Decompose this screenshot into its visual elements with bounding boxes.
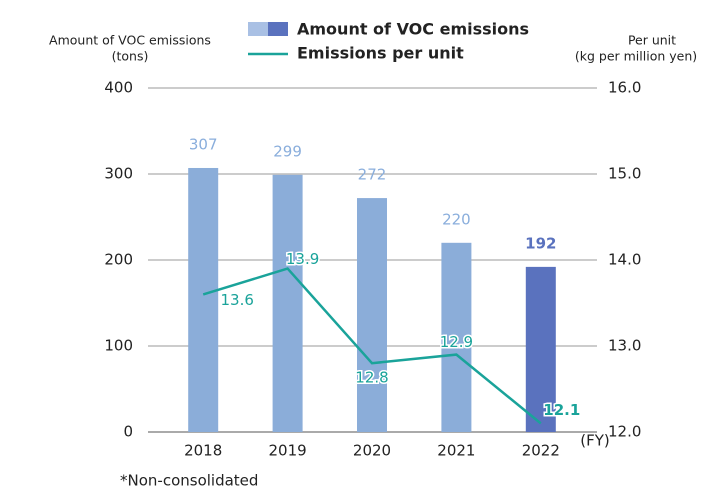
x-tick-label: 2019 (269, 442, 307, 460)
x-tick-label: 2021 (437, 442, 475, 460)
x-tick-label: 2022 (522, 442, 560, 460)
y2-tick-label: 14.0 (608, 251, 641, 269)
bar (188, 167, 219, 433)
line (202, 267, 542, 425)
y-tick-label: 300 (104, 165, 133, 183)
y2-axis-unit: (kg per million yen) (575, 49, 697, 64)
line-value-label: 13.6 (220, 291, 253, 309)
bar (441, 242, 472, 432)
y-tick-label: 200 (104, 251, 133, 269)
bar-value-label: 299 (273, 142, 302, 160)
y2-tick-label: 15.0 (608, 165, 641, 183)
y2-tick-label: 12.0 (608, 423, 641, 441)
y-tick-label: 400 (104, 79, 133, 97)
legend-swatch (248, 22, 288, 36)
bar (272, 174, 303, 433)
bar (357, 198, 387, 432)
x-tick-label: 2020 (353, 442, 391, 460)
bar (525, 266, 556, 432)
legend-label: Amount of VOC emissions (297, 20, 529, 39)
x-axis-unit: (FY) (580, 432, 610, 450)
line-value-label: 13.9 (286, 250, 319, 268)
line-value-label: 12.8 (355, 369, 388, 387)
bar-value-label: 220 (442, 210, 471, 228)
y2-tick-label: 13.0 (608, 337, 641, 355)
legend-label: Emissions per unit (297, 44, 464, 63)
x-tick-label: 2018 (184, 442, 222, 460)
bar-value-label: 307 (189, 135, 218, 153)
y2-axis-title: Per unit (628, 33, 676, 48)
footnote: *Non-consolidated (120, 472, 258, 489)
y-axis-unit: (tons) (112, 49, 149, 64)
y-tick-label: 0 (123, 423, 133, 441)
line-value-label: 12.9 (440, 333, 473, 351)
line-value-label: 12.1 (543, 401, 580, 419)
y2-tick-label: 16.0 (608, 79, 641, 97)
bar-value-label: 192 (525, 234, 556, 252)
y-tick-label: 100 (104, 337, 133, 355)
y-axis-title: Amount of VOC emissions (49, 33, 211, 48)
bar-value-label: 272 (358, 166, 387, 184)
